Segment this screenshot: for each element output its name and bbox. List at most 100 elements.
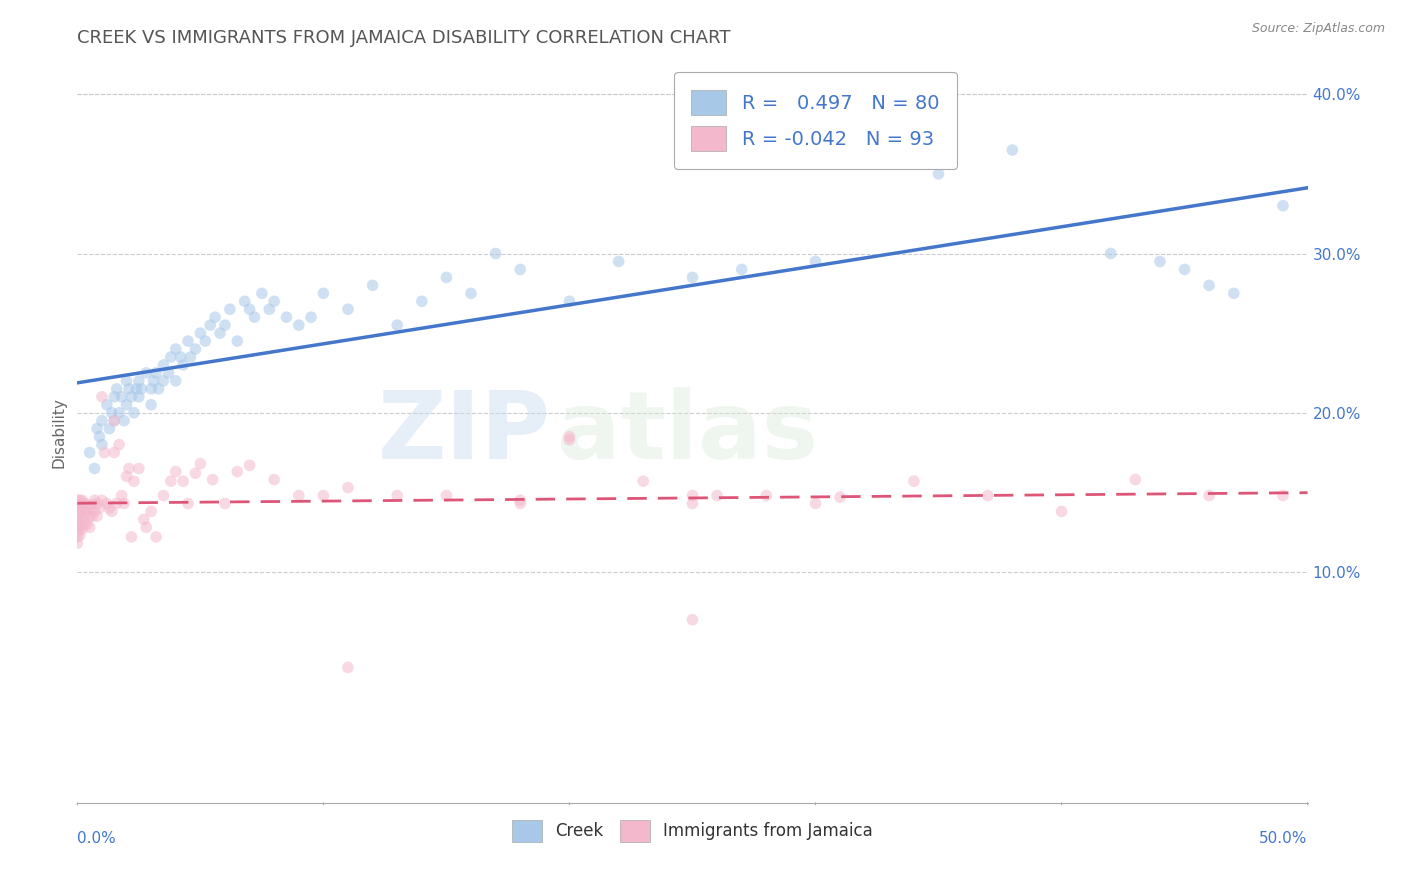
Point bbox=[76, 498, 98, 512]
Point bbox=[160, 474, 183, 488]
Point bbox=[903, 474, 925, 488]
Point bbox=[755, 489, 778, 503]
Point bbox=[830, 490, 852, 504]
Point bbox=[288, 489, 311, 503]
Point bbox=[731, 262, 754, 277]
Point bbox=[66, 517, 89, 532]
Point bbox=[79, 509, 101, 524]
Point bbox=[385, 489, 409, 503]
Point bbox=[152, 358, 174, 372]
Point bbox=[633, 474, 655, 488]
Point bbox=[184, 342, 207, 356]
Point bbox=[128, 461, 150, 475]
Point bbox=[118, 382, 141, 396]
Point bbox=[276, 310, 298, 325]
Point bbox=[86, 422, 108, 436]
Point bbox=[288, 318, 311, 333]
Point bbox=[79, 520, 101, 534]
Point bbox=[1198, 489, 1220, 503]
Point bbox=[70, 512, 93, 526]
Point bbox=[436, 489, 458, 503]
Point bbox=[172, 474, 194, 488]
Point bbox=[129, 382, 153, 396]
Point bbox=[259, 302, 281, 317]
Point bbox=[299, 310, 322, 325]
Point bbox=[105, 382, 128, 396]
Point bbox=[804, 496, 827, 510]
Point bbox=[73, 496, 96, 510]
Point bbox=[194, 334, 217, 348]
Point bbox=[157, 366, 180, 380]
Point bbox=[103, 414, 125, 428]
Point bbox=[69, 528, 91, 542]
Point bbox=[112, 496, 135, 510]
Point bbox=[76, 506, 98, 520]
Point bbox=[76, 517, 98, 532]
Point bbox=[103, 390, 125, 404]
Text: 50.0%: 50.0% bbox=[1260, 831, 1308, 847]
Point bbox=[89, 429, 111, 443]
Point bbox=[977, 489, 1000, 503]
Point bbox=[122, 474, 145, 488]
Point bbox=[485, 246, 508, 260]
Point bbox=[243, 310, 266, 325]
Point bbox=[82, 509, 104, 524]
Point bbox=[141, 504, 163, 518]
Point bbox=[209, 326, 232, 340]
Point bbox=[411, 294, 433, 309]
Point bbox=[90, 493, 114, 508]
Point bbox=[1149, 254, 1171, 268]
Point bbox=[239, 458, 262, 473]
Y-axis label: Disability: Disability bbox=[51, 397, 66, 468]
Point bbox=[509, 496, 531, 510]
Point bbox=[312, 489, 335, 503]
Point bbox=[263, 294, 285, 309]
Point bbox=[70, 501, 93, 516]
Point bbox=[70, 493, 93, 508]
Point bbox=[90, 414, 114, 428]
Point bbox=[804, 254, 827, 268]
Point bbox=[132, 512, 155, 526]
Point bbox=[1174, 262, 1197, 277]
Legend: Creek, Immigrants from Jamaica: Creek, Immigrants from Jamaica bbox=[503, 812, 882, 850]
Point bbox=[436, 270, 458, 285]
Point bbox=[79, 445, 101, 459]
Point bbox=[96, 398, 118, 412]
Point bbox=[214, 318, 236, 333]
Point bbox=[172, 358, 194, 372]
Point bbox=[122, 406, 145, 420]
Point bbox=[165, 342, 187, 356]
Point bbox=[200, 318, 222, 333]
Point bbox=[558, 433, 581, 447]
Point bbox=[682, 496, 704, 510]
Text: atlas: atlas bbox=[557, 386, 818, 479]
Point bbox=[66, 493, 89, 508]
Point bbox=[165, 465, 187, 479]
Point bbox=[558, 429, 581, 443]
Point bbox=[112, 414, 135, 428]
Point bbox=[1272, 199, 1295, 213]
Point bbox=[1125, 473, 1147, 487]
Point bbox=[82, 498, 104, 512]
Point bbox=[263, 473, 285, 487]
Point bbox=[141, 398, 163, 412]
Point bbox=[141, 382, 163, 396]
Point bbox=[682, 270, 704, 285]
Point bbox=[233, 294, 256, 309]
Point bbox=[160, 350, 183, 364]
Point bbox=[118, 461, 141, 475]
Point bbox=[148, 382, 170, 396]
Point bbox=[66, 501, 89, 516]
Point bbox=[83, 461, 105, 475]
Point bbox=[66, 504, 89, 518]
Point bbox=[111, 390, 132, 404]
Point bbox=[337, 481, 360, 495]
Point bbox=[1050, 504, 1073, 518]
Point bbox=[135, 366, 157, 380]
Point bbox=[239, 302, 262, 317]
Point bbox=[69, 504, 91, 518]
Point bbox=[188, 457, 212, 471]
Point bbox=[145, 530, 167, 544]
Point bbox=[115, 374, 138, 388]
Point bbox=[103, 445, 125, 459]
